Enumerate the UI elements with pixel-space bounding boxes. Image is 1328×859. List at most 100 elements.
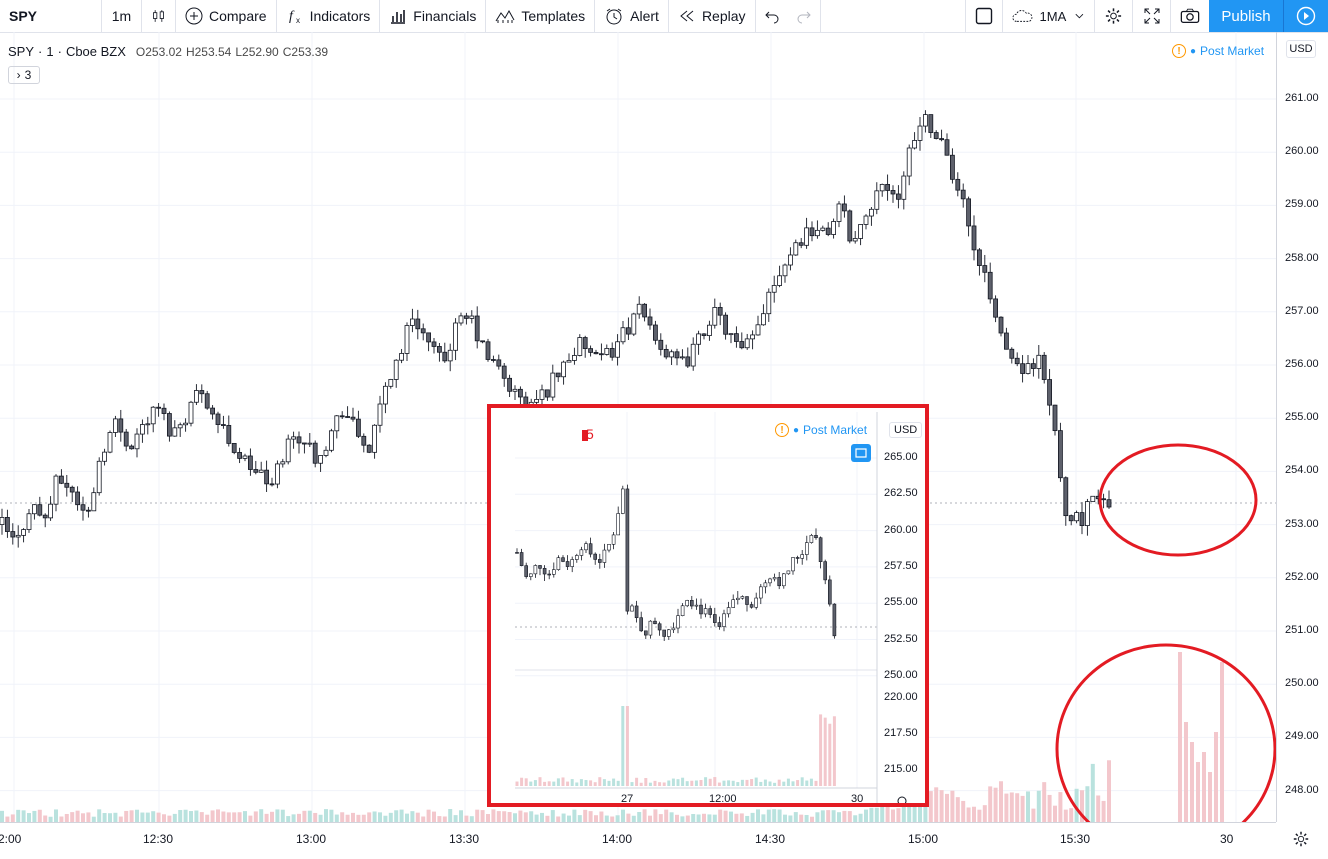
inset-candle-body bbox=[800, 554, 805, 559]
inset-candle-body bbox=[740, 596, 745, 599]
axis-settings-icon[interactable] bbox=[1292, 830, 1310, 848]
chart-type-button[interactable] bbox=[142, 0, 176, 32]
inset-candle-body bbox=[538, 565, 542, 569]
volume-bar bbox=[426, 809, 431, 822]
volume-bar bbox=[675, 814, 679, 822]
cloud-layout-button[interactable]: 1MA bbox=[1003, 0, 1095, 32]
volume-bar bbox=[615, 815, 620, 822]
volume-bar bbox=[820, 810, 825, 822]
candle-body bbox=[545, 389, 550, 398]
volume-bar bbox=[10, 814, 15, 822]
play-button[interactable] bbox=[1283, 0, 1328, 32]
volume-bar bbox=[1107, 760, 1111, 822]
inset-candle-body bbox=[639, 617, 643, 632]
volume-bar bbox=[378, 812, 382, 822]
candle-body bbox=[604, 348, 610, 355]
candle-body bbox=[26, 513, 32, 530]
time-axis-label: 15:30 bbox=[1060, 832, 1091, 846]
post-market-status[interactable]: ! ● Post Market bbox=[1172, 44, 1264, 58]
volume-bar bbox=[810, 816, 814, 822]
volume-bar bbox=[1090, 763, 1095, 822]
inset-status-dot-icon: ● bbox=[793, 424, 800, 436]
inset-candle-body bbox=[804, 542, 809, 555]
interval-button[interactable]: 1m bbox=[102, 0, 142, 32]
candles-icon bbox=[153, 10, 164, 22]
volume-bar bbox=[1042, 782, 1047, 822]
volume-bar bbox=[129, 810, 134, 822]
volume-bar bbox=[842, 810, 847, 822]
inset-candle-body bbox=[607, 543, 611, 551]
inset-price-label: 250.00 bbox=[884, 668, 918, 681]
symbol-button[interactable]: SPY bbox=[0, 0, 102, 32]
inset-candle-body bbox=[625, 488, 630, 612]
fullscreen-button[interactable] bbox=[1133, 0, 1171, 32]
inset-volume-bar bbox=[607, 780, 611, 786]
inset-candle-body bbox=[634, 605, 639, 619]
volume-bar bbox=[216, 809, 220, 822]
undo-button[interactable] bbox=[756, 0, 788, 32]
candle-body bbox=[426, 332, 432, 343]
legend-close: C253.39 bbox=[282, 45, 329, 59]
price-axis-label: 259.00 bbox=[1285, 198, 1319, 211]
legend-open: O253.02 bbox=[135, 45, 182, 59]
candle-body bbox=[1063, 477, 1069, 517]
candle-body bbox=[285, 438, 291, 463]
volume-bar bbox=[48, 816, 53, 822]
inset-screenshot: 5 ! ● Post Market USD 265.00 262.50 260.00… bbox=[487, 404, 929, 807]
volume-bar bbox=[680, 816, 685, 822]
candle-body bbox=[350, 416, 356, 420]
volume-bar bbox=[291, 814, 296, 822]
candle-body bbox=[561, 361, 566, 378]
inset-volume-label: 217.50 bbox=[884, 727, 918, 739]
inset-volume-bar bbox=[529, 781, 533, 786]
chart-legend[interactable]: SPY · 1 · Cboe BZX O253.02 H253.54 L252.… bbox=[8, 44, 328, 59]
volume-bar bbox=[599, 811, 604, 822]
volume-bar bbox=[286, 816, 291, 822]
candle-body bbox=[258, 469, 264, 473]
candle-body bbox=[32, 504, 37, 515]
camera-icon bbox=[1180, 8, 1200, 23]
publish-button[interactable]: Publish bbox=[1209, 0, 1283, 32]
volume-bar bbox=[86, 812, 91, 822]
layout-button[interactable] bbox=[965, 0, 1003, 32]
candle-body bbox=[717, 307, 723, 316]
replay-button[interactable]: Replay bbox=[669, 0, 756, 32]
volume-bar bbox=[982, 805, 987, 822]
candle-body bbox=[409, 318, 415, 326]
time-axis[interactable] bbox=[0, 822, 1276, 859]
inset-volume-bar bbox=[809, 778, 813, 786]
volume-bar bbox=[405, 813, 409, 822]
financials-button[interactable]: Financials bbox=[380, 0, 487, 32]
volume-bar bbox=[1069, 808, 1074, 822]
currency-badge[interactable]: USD bbox=[1286, 40, 1316, 58]
price-axis[interactable] bbox=[1276, 32, 1328, 822]
candle-body bbox=[653, 324, 658, 341]
alert-button[interactable]: Alert bbox=[595, 0, 669, 32]
volume-bar bbox=[1047, 794, 1052, 822]
inset-volume-bar bbox=[524, 778, 528, 786]
snapshot-button[interactable] bbox=[1171, 0, 1209, 32]
volume-bar bbox=[739, 813, 744, 822]
inset-candle-body bbox=[515, 552, 519, 554]
price-axis-label: 260.00 bbox=[1285, 145, 1319, 158]
inset-volume-bar bbox=[644, 778, 648, 786]
volume-bar bbox=[999, 781, 1003, 822]
settings-button[interactable] bbox=[1095, 0, 1133, 32]
volume-bar bbox=[864, 809, 868, 822]
compare-button[interactable]: Compare bbox=[176, 0, 277, 32]
templates-button[interactable]: Templates bbox=[486, 0, 596, 32]
volume-bar bbox=[399, 809, 404, 822]
inset-volume-bar bbox=[777, 779, 781, 786]
toolbar-right: 1MA Publish bbox=[965, 0, 1328, 32]
inset-price-label: 257.50 bbox=[884, 559, 918, 572]
volume-bar bbox=[804, 814, 809, 822]
volume-bar bbox=[847, 811, 852, 822]
inset-candle-body bbox=[772, 577, 777, 580]
candle-body bbox=[869, 208, 874, 217]
redo-button[interactable] bbox=[788, 0, 821, 32]
candle-body bbox=[145, 423, 151, 426]
legend-collapse-button[interactable]: › 3 bbox=[8, 66, 40, 84]
candle-body bbox=[431, 341, 437, 347]
legend-interval: 1 bbox=[46, 44, 54, 59]
